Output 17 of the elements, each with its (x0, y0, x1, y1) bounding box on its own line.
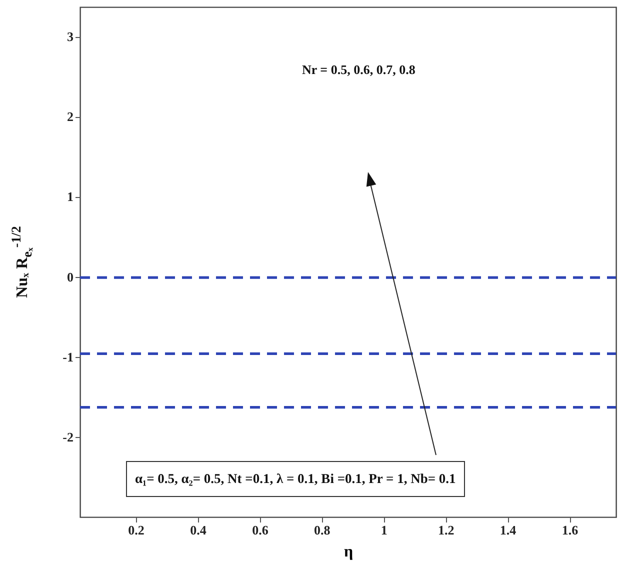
annotation: Nr = 0.5, 0.6, 0.7, 0.8 (302, 62, 416, 78)
x-tick-label: 1.2 (438, 522, 454, 538)
x-tick-label: 1.4 (500, 522, 517, 538)
y-tick-label: -2 (62, 429, 74, 444)
y-tick-label: -1 (62, 349, 74, 364)
y-tick-label: 3 (67, 29, 74, 44)
x-tick-label: 1.6 (562, 522, 579, 538)
x-tick-label: 1 (380, 522, 388, 538)
x-axis-title: η (344, 544, 354, 560)
x-tick-label: 0.6 (252, 522, 269, 538)
y-tick-label: 0 (67, 269, 74, 284)
x-tick-label: 0.4 (190, 522, 207, 538)
y-tick-label: 1 (67, 189, 74, 204)
x-tick-label: 0.2 (128, 522, 144, 538)
y-tick-label: 2 (67, 109, 74, 124)
x-tick-label: 0.8 (314, 522, 331, 538)
parameter-box: α₁= 0.5, α₂= 0.5, Nt =0.1, λ = 0.1, Bi =0.1, Pr = 1, Nb= 0.1 (126, 461, 465, 497)
